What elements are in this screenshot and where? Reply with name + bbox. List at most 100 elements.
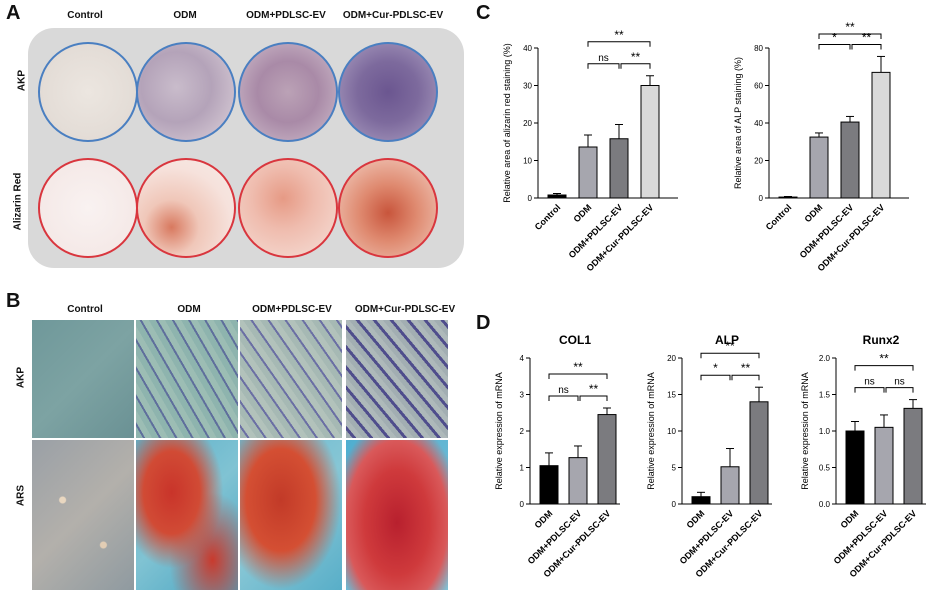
significance-bracket (854, 387, 885, 393)
y-tick-label: 4 (520, 354, 525, 363)
x-tick-label: Control (533, 202, 563, 232)
significance-bracket (818, 33, 882, 39)
well-alizarin-pdlsc (238, 158, 338, 258)
y-tick-label: 20 (523, 119, 532, 128)
y-tick-label: 0.5 (819, 464, 831, 473)
y-tick-label: 40 (523, 44, 532, 53)
significance-bracket (700, 352, 760, 359)
panel-a-col-control: Control (67, 10, 103, 21)
bar (720, 466, 740, 505)
bar (547, 194, 567, 199)
bar (597, 414, 617, 505)
micro-ars-odm (136, 440, 238, 590)
bar (778, 196, 798, 199)
y-tick-label: 40 (754, 119, 763, 128)
micro-akp-odm (136, 320, 238, 438)
y-tick-label: 30 (523, 82, 532, 91)
panel-b-row-ars: ARS (15, 484, 27, 507)
y-tick-label: 20 (667, 354, 676, 363)
significance-label: * (713, 361, 718, 375)
well-akp-odm (136, 42, 236, 142)
panel-b-row-akp: AKP (15, 366, 27, 389)
panel-a-col-odm: ODM (173, 10, 197, 21)
panel-label-d: D (476, 312, 491, 334)
x-tick-label: ODM (532, 508, 554, 530)
significance-label: * (832, 30, 837, 44)
y-tick-label: 1.5 (819, 391, 831, 400)
bar (840, 121, 860, 199)
significance-label: ** (589, 382, 599, 396)
significance-bracket (587, 63, 620, 69)
y-tick-label: 80 (754, 44, 763, 53)
y-tick-label: 3 (520, 391, 525, 400)
significance-label: ** (741, 361, 751, 375)
y-tick-label: 10 (523, 157, 532, 166)
y-tick-label: 0 (528, 194, 533, 203)
y-tick-label: 2.0 (819, 354, 831, 363)
y-tick-label: 1 (520, 464, 525, 473)
bar (640, 85, 660, 199)
x-tick-label: ODM (802, 202, 824, 224)
significance-bracket (731, 374, 760, 381)
well-akp-cur (338, 42, 438, 142)
significance-bracket (700, 374, 731, 381)
well-akp-pdlsc (238, 42, 338, 142)
significance-label: ns (864, 377, 875, 388)
significance-label: ** (573, 360, 583, 374)
chart-title: Runx2 (863, 333, 900, 347)
significance-label: ns (894, 377, 905, 388)
significance-bracket (851, 43, 882, 50)
bar (609, 138, 629, 199)
significance-label: ** (879, 352, 889, 366)
micro-akp-pdlsc (240, 320, 342, 438)
micro-akp-cur (346, 320, 448, 438)
y-tick-label: 1.0 (819, 427, 831, 436)
bar (578, 146, 598, 199)
micro-ars-control (32, 440, 134, 590)
y-axis-label: Relative expression of mRNA (800, 372, 810, 490)
chart-title: ALP (715, 333, 739, 347)
bar (809, 136, 829, 199)
panel-label-b: B (6, 290, 21, 312)
x-tick-label: ODM+PDLSC-EV (832, 508, 890, 566)
y-axis-label: Relative area of ALP staining (%) (733, 57, 743, 189)
chart-title: COL1 (559, 333, 591, 347)
panel-label-a: A (6, 2, 21, 24)
well-akp-control (38, 42, 138, 142)
significance-bracket (579, 395, 608, 402)
y-tick-label: 20 (754, 157, 763, 166)
bar (874, 426, 894, 505)
significance-label: ns (598, 53, 609, 64)
chart-runx2-mrna: Runx2 Relative expression of mRNA 0.0 0.5 1.… (800, 333, 926, 579)
x-tick-label: ODM+PDLSC-EV (678, 508, 736, 566)
well-alizarin-cur (338, 158, 438, 258)
y-tick-label: 15 (667, 391, 676, 400)
chart-alp-area: Relative area of ALP staining (%) 0 20 40 60… (733, 20, 909, 273)
x-tick-label: ODM (684, 508, 706, 530)
y-tick-label: 0 (759, 194, 764, 203)
x-tick-label: Control (764, 202, 794, 232)
chart-col1-mrna: COL1 Relative expression of mRNA 0 1 2 3 4 ODMO… (494, 333, 620, 579)
x-tick-label: ODM (571, 202, 593, 224)
y-tick-label: 60 (754, 82, 763, 91)
panel-a-row-akp: AKP (16, 69, 28, 92)
panel-b-col-cur: ODM+Cur-PDLSC-EV (354, 304, 456, 315)
significance-bracket (620, 63, 651, 69)
significance-label: ** (725, 339, 735, 353)
significance-label: ** (845, 20, 855, 34)
micro-ars-cur (346, 440, 448, 590)
panel-b-col-pdlsc: ODM+PDLSC-EV (252, 304, 332, 315)
panel-a-col-pdlsc: ODM+PDLSC-EV (246, 10, 326, 21)
bar (568, 457, 588, 505)
y-axis-label: Relative expression of mRNA (646, 372, 656, 490)
x-tick-label: ODM (838, 508, 860, 530)
significance-bracket (587, 41, 651, 47)
y-tick-label: 0 (672, 500, 677, 509)
chart-alp-mrna: ALP Relative expression of mRNA 0 5 10 15 20 OD… (646, 333, 772, 579)
bar (691, 496, 711, 505)
x-tick-label: ODM+PDLSC-EV (798, 202, 856, 260)
significance-bracket (885, 387, 914, 393)
y-tick-label: 2 (520, 427, 525, 436)
well-alizarin-control (38, 158, 138, 258)
significance-bracket (854, 365, 914, 371)
